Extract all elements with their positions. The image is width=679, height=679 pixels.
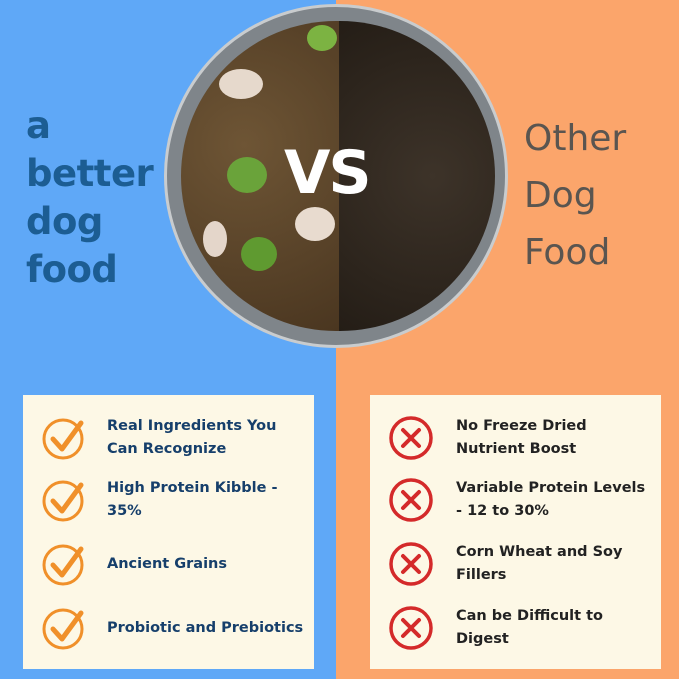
check-circle-icon — [42, 480, 84, 522]
competitor-title: Other Dog Food — [524, 110, 626, 281]
chicken-image — [295, 207, 335, 241]
vs-label: VS — [284, 138, 372, 208]
chicken-image — [203, 221, 227, 257]
pro-text: Ancient Grains — [107, 555, 228, 572]
check-circle-icon — [42, 418, 84, 460]
cons-list: No Freeze Dried Nutrient Boost Variable … — [370, 395, 661, 669]
brand-logo-text: a better dog food — [26, 102, 154, 294]
pro-item: Probiotic and Prebiotics — [41, 605, 307, 651]
broccoli-image — [307, 25, 337, 51]
brand-line: dog — [26, 200, 103, 243]
brand-line: better — [26, 152, 154, 195]
brand-line: food — [26, 248, 118, 291]
x-circle-icon — [389, 478, 433, 522]
pro-text: Real Ingredients You Can Recognize — [107, 418, 277, 457]
x-circle-icon — [389, 606, 433, 650]
x-circle-icon — [389, 416, 433, 460]
broccoli-image — [227, 157, 267, 193]
dog-food-bowl-image — [164, 4, 508, 348]
chicken-image — [219, 69, 263, 99]
con-text: Can be Difficult to Digest — [456, 608, 603, 647]
brand-line: a — [26, 104, 51, 147]
competitor-line: Dog — [524, 175, 597, 216]
pro-item: Real Ingredients You Can Recognize — [41, 415, 307, 461]
competitor-line: Food — [524, 232, 611, 273]
check-circle-icon — [42, 544, 84, 586]
con-item: Can be Difficult to Digest — [388, 605, 656, 651]
pro-item: Ancient Grains — [41, 541, 307, 587]
con-text: Variable Protein Levels - 12 to 30% — [456, 480, 646, 519]
con-item: Corn Wheat and Soy Fillers — [388, 541, 656, 587]
con-item: Variable Protein Levels - 12 to 30% — [388, 477, 656, 523]
pro-text: Probiotic and Prebiotics — [107, 619, 304, 636]
broccoli-image — [241, 237, 277, 271]
x-circle-icon — [389, 542, 433, 586]
check-circle-icon — [42, 608, 84, 650]
con-text: No Freeze Dried Nutrient Boost — [456, 418, 587, 457]
pro-item: High Protein Kibble - 35% — [41, 477, 307, 523]
pro-text: High Protein Kibble - 35% — [107, 480, 278, 519]
con-item: No Freeze Dried Nutrient Boost — [388, 415, 656, 461]
con-text: Corn Wheat and Soy Fillers — [456, 544, 623, 583]
competitor-line: Other — [524, 118, 627, 159]
pros-list: Real Ingredients You Can Recognize High … — [23, 395, 314, 669]
